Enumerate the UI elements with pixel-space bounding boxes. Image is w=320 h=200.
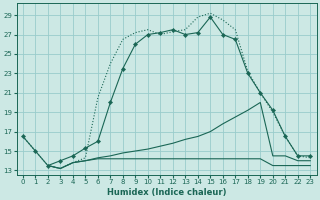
X-axis label: Humidex (Indice chaleur): Humidex (Indice chaleur) xyxy=(107,188,226,197)
